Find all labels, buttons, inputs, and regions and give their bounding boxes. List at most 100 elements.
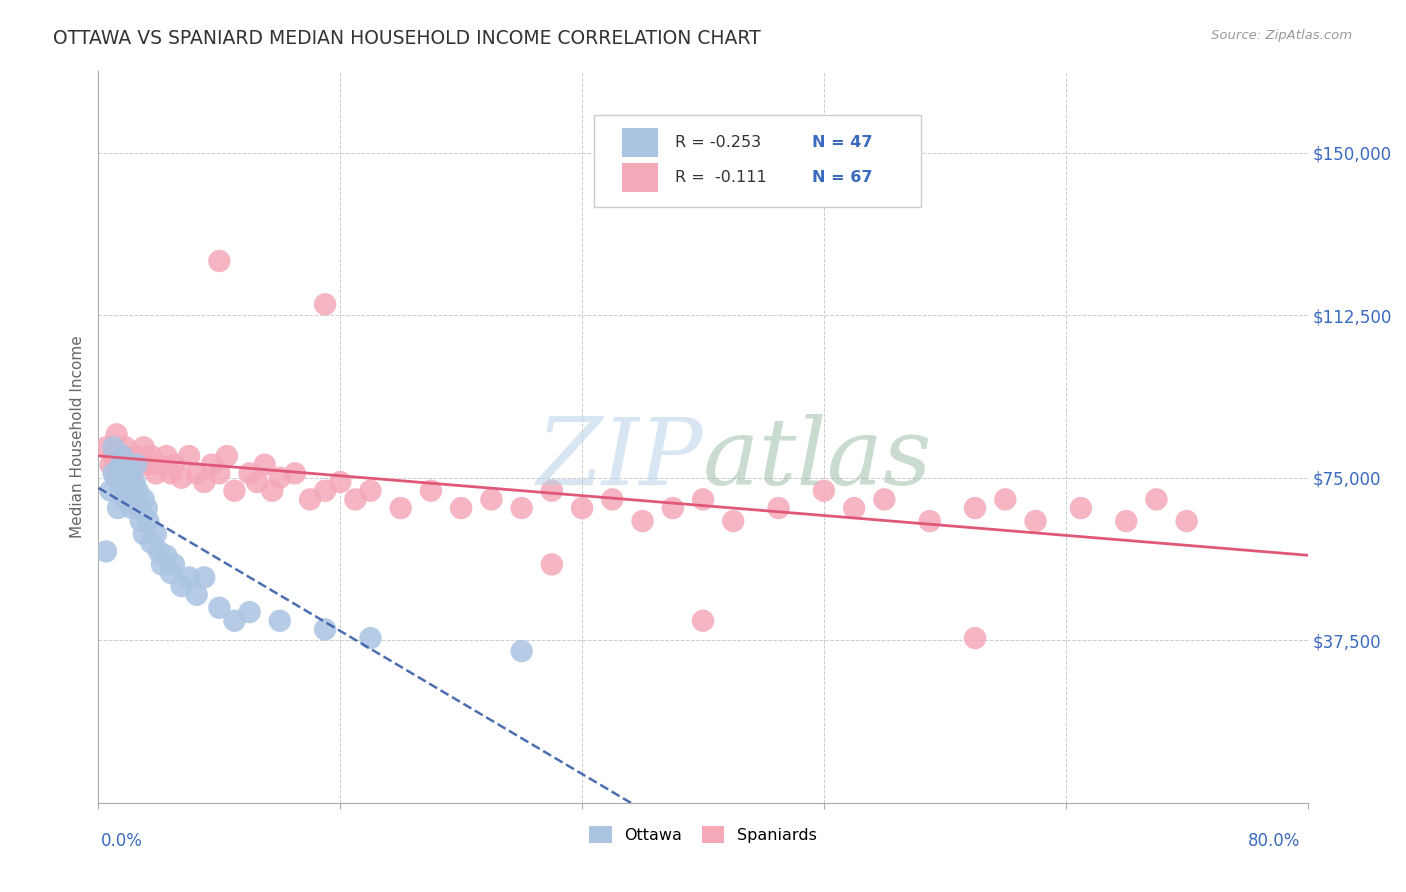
Point xyxy=(163,558,186,572)
Text: ZIP: ZIP xyxy=(536,414,703,504)
Point xyxy=(269,471,291,485)
Point xyxy=(208,600,231,615)
Text: R = -0.253: R = -0.253 xyxy=(675,135,761,150)
Point xyxy=(135,501,157,516)
Point xyxy=(163,458,186,472)
Point xyxy=(329,475,352,489)
Point xyxy=(135,458,157,472)
Point xyxy=(114,441,136,455)
Point xyxy=(155,449,177,463)
Point xyxy=(201,458,224,472)
Point xyxy=(723,514,745,528)
Point xyxy=(111,449,134,463)
Point xyxy=(114,492,136,507)
Point xyxy=(571,501,593,516)
Point xyxy=(253,458,276,472)
Point xyxy=(125,492,148,507)
Point xyxy=(107,501,129,516)
Point xyxy=(186,467,208,481)
Point xyxy=(768,501,790,516)
Point xyxy=(1175,514,1198,528)
Point xyxy=(208,467,231,481)
Point xyxy=(314,623,336,637)
Point xyxy=(269,614,291,628)
Point xyxy=(631,514,654,528)
Point xyxy=(136,514,159,528)
FancyBboxPatch shape xyxy=(595,115,921,207)
Point xyxy=(170,579,193,593)
Point xyxy=(510,644,533,658)
Text: N = 67: N = 67 xyxy=(811,169,872,185)
Point xyxy=(129,514,152,528)
Point xyxy=(602,492,624,507)
Point xyxy=(239,467,262,481)
Point xyxy=(112,467,135,481)
Point xyxy=(94,544,117,558)
Point xyxy=(105,471,128,485)
Point xyxy=(692,614,714,628)
Point xyxy=(284,467,307,481)
Point xyxy=(450,501,472,516)
Point xyxy=(1115,514,1137,528)
Point xyxy=(965,631,987,645)
Point xyxy=(918,514,941,528)
Text: Source: ZipAtlas.com: Source: ZipAtlas.com xyxy=(1212,29,1353,42)
Point xyxy=(224,614,246,628)
Point xyxy=(208,254,231,268)
Point xyxy=(122,483,145,498)
Point xyxy=(389,501,412,516)
Point xyxy=(262,483,284,498)
Point xyxy=(1070,501,1092,516)
Text: atlas: atlas xyxy=(703,414,932,504)
Point xyxy=(141,535,163,549)
Point xyxy=(179,570,201,584)
Point xyxy=(132,492,155,507)
Point xyxy=(193,570,215,584)
Point xyxy=(160,566,183,580)
Text: OTTAWA VS SPANIARD MEDIAN HOUSEHOLD INCOME CORRELATION CHART: OTTAWA VS SPANIARD MEDIAN HOUSEHOLD INCO… xyxy=(53,29,761,47)
Point xyxy=(132,441,155,455)
Point xyxy=(120,467,142,481)
Point xyxy=(132,527,155,541)
Bar xyxy=(621,128,658,157)
Point xyxy=(873,492,896,507)
Point xyxy=(125,449,148,463)
Point xyxy=(186,588,208,602)
Text: 0.0%: 0.0% xyxy=(101,831,143,849)
Point xyxy=(540,558,562,572)
Text: 80.0%: 80.0% xyxy=(1249,831,1301,849)
Point xyxy=(110,467,132,481)
Point xyxy=(129,453,152,467)
Point xyxy=(121,501,143,516)
Point xyxy=(540,483,562,498)
Point xyxy=(510,501,533,516)
Point xyxy=(160,467,183,481)
Point xyxy=(103,441,125,455)
Point xyxy=(111,449,134,463)
Point xyxy=(94,441,117,455)
Point xyxy=(127,483,149,498)
Point xyxy=(692,492,714,507)
Point xyxy=(179,449,201,463)
Text: R =  -0.111: R = -0.111 xyxy=(675,169,766,185)
Point xyxy=(118,471,141,485)
Point xyxy=(118,458,141,472)
Point xyxy=(344,492,367,507)
Point xyxy=(314,483,336,498)
Legend: Ottawa, Spaniards: Ottawa, Spaniards xyxy=(583,820,823,850)
Point xyxy=(481,492,503,507)
Point xyxy=(118,483,141,498)
Point xyxy=(239,605,262,619)
Point xyxy=(128,501,150,516)
Point xyxy=(114,475,136,489)
Point xyxy=(299,492,322,507)
Point xyxy=(121,467,143,481)
Point xyxy=(100,458,122,472)
Point xyxy=(125,458,148,472)
Text: N = 47: N = 47 xyxy=(811,135,872,150)
Point xyxy=(145,467,167,481)
Point xyxy=(661,501,683,516)
Point xyxy=(844,501,866,516)
Point xyxy=(110,483,132,498)
Point xyxy=(314,297,336,311)
